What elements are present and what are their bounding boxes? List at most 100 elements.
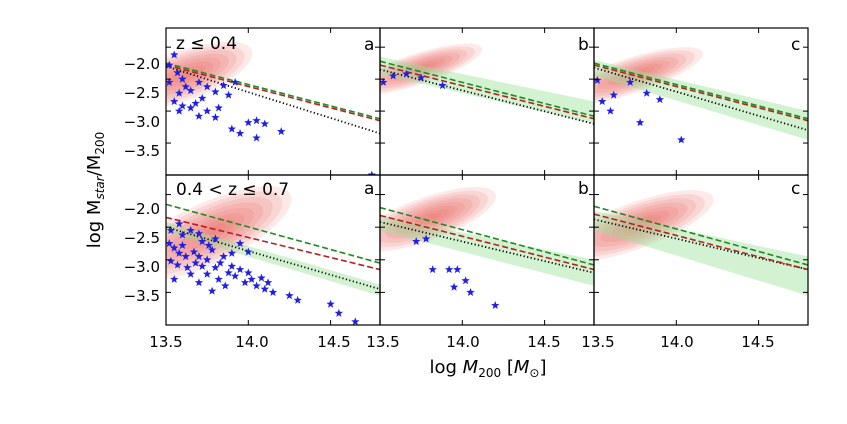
cluster-star — [230, 271, 240, 280]
xtick-label-p1-2: 14.5 — [317, 333, 350, 351]
cluster-star — [178, 74, 187, 83]
kde-level — [594, 194, 705, 257]
y-axis-label-mid: /M — [84, 155, 105, 177]
panel-label-c-bottom: c — [791, 179, 800, 199]
kde-level — [380, 46, 475, 92]
kde-level — [166, 49, 237, 101]
xtick-label-p3-1: 14.0 — [660, 333, 693, 351]
red-relation-line — [594, 213, 808, 271]
cluster-star — [260, 119, 269, 128]
cluster-star — [252, 281, 261, 290]
kde-level — [594, 202, 688, 248]
ytick-label-bottom-3: −3.5 — [124, 287, 160, 305]
uncertainty-band — [594, 210, 808, 296]
cluster-star — [402, 69, 411, 78]
cluster-star — [186, 86, 195, 95]
xtick-label-p3-0: 13.5 — [581, 333, 614, 351]
panel-label-b-bottom: b — [578, 179, 589, 199]
cluster-star — [211, 263, 220, 272]
kde-contours — [380, 187, 496, 252]
cluster-star — [334, 308, 344, 317]
cluster-star — [655, 95, 665, 104]
kde-level — [414, 64, 431, 71]
cluster-star — [191, 258, 200, 267]
cluster-star — [609, 90, 618, 99]
panel-label-a-top: a — [364, 35, 374, 55]
cluster-star — [244, 268, 253, 277]
cluster-star — [174, 219, 184, 228]
cluster-star — [247, 274, 256, 283]
cluster-star — [198, 237, 207, 246]
frames-layer — [165, 27, 809, 326]
x-axis-label-unit-pre: [ — [501, 357, 514, 378]
cluster-star — [606, 106, 615, 115]
kde-level — [166, 53, 229, 97]
cluster-star — [170, 274, 179, 283]
cluster-star — [186, 226, 195, 234]
xtick-label-p2-2: 14.5 — [527, 333, 560, 351]
cluster-star — [461, 276, 470, 285]
cluster-star — [444, 265, 454, 274]
cluster-star — [178, 230, 187, 239]
cluster-star — [240, 278, 250, 287]
ytick-label-top-1: −2.5 — [124, 84, 160, 102]
cluster-star — [285, 291, 294, 300]
kde-level — [380, 190, 488, 248]
cluster-star — [260, 284, 269, 293]
cluster-star — [449, 282, 459, 291]
cluster-star — [204, 241, 213, 249]
red-relation-line — [594, 64, 808, 122]
kde-level — [404, 205, 457, 230]
cluster-star — [183, 263, 192, 272]
cluster-star — [642, 88, 651, 97]
kde-level — [594, 50, 695, 101]
cluster-star — [219, 81, 228, 90]
panel-0-2 — [594, 47, 808, 144]
cluster-star — [252, 116, 261, 125]
cluster-star — [214, 103, 223, 112]
kde-level — [594, 47, 703, 105]
cluster-star — [428, 265, 437, 274]
kde-level — [594, 190, 714, 262]
xtick-label-p1-0: 13.5 — [149, 333, 182, 351]
cluster-star — [388, 71, 398, 80]
cluster-star — [221, 281, 230, 290]
cluster-star — [166, 226, 176, 234]
cluster-star — [174, 106, 184, 115]
kde-level — [166, 61, 214, 88]
y-axis-label-pre: log M — [84, 200, 105, 249]
cluster-star — [198, 93, 207, 102]
cluster-star — [194, 111, 204, 120]
green-relation-line — [380, 206, 594, 266]
cluster-star — [194, 252, 204, 261]
black-relation-line — [380, 221, 594, 274]
row-title-bottom: 0.4 < z ≤ 0.7 — [176, 180, 289, 200]
x-axis-label-unit-var: M — [514, 357, 530, 378]
kde-level — [380, 49, 468, 89]
cluster-star — [224, 90, 233, 99]
cluster-star — [214, 274, 223, 283]
panel-label-a-bottom: a — [364, 179, 374, 199]
cluster-star — [466, 287, 475, 296]
cluster-star — [211, 234, 220, 243]
green-relation-line — [166, 62, 380, 120]
ytick-label-top-3: −3.5 — [124, 142, 160, 160]
cluster-star — [252, 133, 261, 142]
cluster-star — [244, 247, 253, 256]
cluster-star — [257, 273, 266, 282]
cluster-star — [194, 229, 204, 238]
x-axis-label: log M200 [M⊙] — [430, 357, 547, 380]
panel-label-b-top: b — [578, 35, 589, 55]
ytick-label-bottom-2: −3.0 — [124, 258, 160, 276]
cluster-star — [202, 255, 212, 264]
red-relation-line — [380, 214, 594, 271]
cluster-star — [412, 237, 421, 246]
y-axis-label: log Mstar/M200 — [84, 132, 107, 248]
kde-level — [166, 186, 292, 282]
cluster-star — [244, 118, 253, 127]
panel-1-0 — [166, 186, 380, 325]
green-relation-line — [594, 62, 808, 120]
cluster-star — [421, 234, 431, 243]
xtick-label-p1-1: 14.0 — [235, 333, 268, 351]
kde-level — [621, 214, 662, 233]
